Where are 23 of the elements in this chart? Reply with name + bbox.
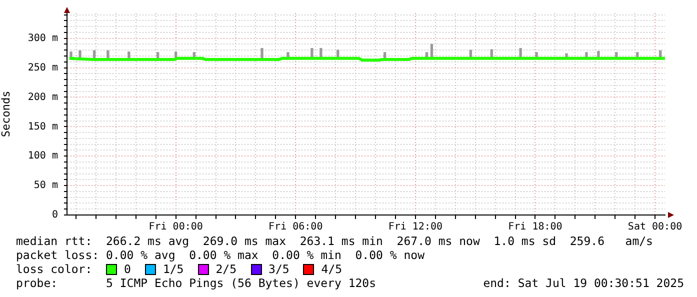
- legend-title: loss color:: [16, 262, 94, 276]
- legend-label: 3/5: [268, 262, 290, 276]
- x-tick-label: Fri 00:00: [148, 222, 203, 233]
- text: end: Sat Jul 19 00:30:51 2025: [483, 276, 684, 290]
- x-tick-label: Fri 12:00: [388, 222, 443, 233]
- text: packet loss: 0.00 % avg 0.00 % max 0.00 % min 0.00 % now: [16, 248, 426, 262]
- x-tick-label: Fri 18:00: [508, 222, 562, 233]
- x-tick-label: Fri 06:00: [268, 222, 323, 233]
- legend-label: 2/5: [216, 262, 237, 276]
- y-tick-label: 300 m: [28, 32, 58, 44]
- y-tick-label: 150 m: [28, 121, 58, 132]
- y-tick-label: 200 m: [28, 92, 58, 103]
- text: probe: 5 ICMP Echo Pings (56 Bytes) every 120s: [16, 276, 376, 290]
- x-tick-label: Sat 00:00: [628, 222, 682, 233]
- text: median rtt: 266.2 ms avg 269.0 ms max 263.1 ms min 267.0 ms now 1.0 ms sd 259.6 am/s: [16, 234, 654, 248]
- legend-label: 1/5: [162, 262, 184, 276]
- y-axis-title: Seconds: [0, 90, 12, 138]
- y-tick-label: 50 m: [34, 180, 58, 192]
- y-tick-label: 0: [52, 210, 58, 221]
- legend-label: 0: [124, 262, 131, 276]
- y-tick-label: 100 m: [28, 150, 58, 162]
- legend-label: 4/5: [321, 262, 342, 276]
- y-tick-label: 250 m: [28, 62, 58, 74]
